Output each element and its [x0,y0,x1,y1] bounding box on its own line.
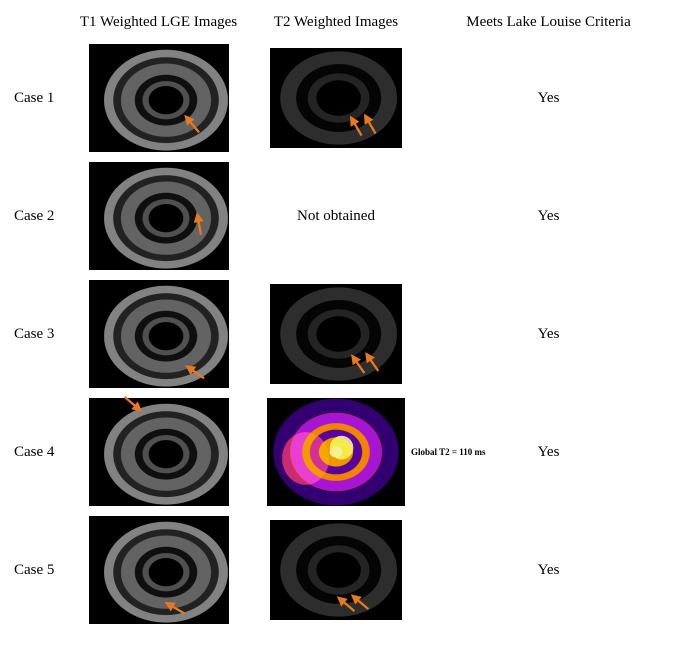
t1-cell [76,157,241,275]
criteria-value: Yes [538,562,560,579]
criteria-value: Yes [538,90,560,107]
t1-cell [76,393,241,511]
criteria-cell: Yes [431,393,666,511]
column-header-t2: T2 Weighted Images [241,14,431,39]
criteria-cell: Yes [431,39,666,157]
criteria-value: Yes [538,208,560,225]
figure-grid: T1 Weighted LGE Images T2 Weighted Image… [14,14,671,629]
t2-image [270,284,402,384]
mri-render [270,520,402,620]
t1-image [89,280,229,388]
t1-cell [76,511,241,629]
row-label: Case 1 [14,90,54,107]
t1-cell [76,39,241,157]
mri-render [270,48,402,148]
t2-not-obtained: Not obtained [297,208,375,225]
t1-image [89,516,229,624]
t1-image [89,162,229,270]
criteria-cell: Yes [431,157,666,275]
row-label: Case 5 [14,562,54,579]
mri-render [270,284,402,384]
t2-cell [241,39,431,157]
t1-image [89,44,229,152]
criteria-cell: Yes [431,275,666,393]
criteria-value: Yes [538,444,560,461]
t1-cell [76,275,241,393]
mri-render-colormap [267,398,405,506]
row-label: Case 4 [14,444,54,461]
t1-image [89,398,229,506]
criteria-value: Yes [538,326,560,343]
mri-render [89,162,229,270]
t2-cell [241,511,431,629]
t2-image [270,48,402,148]
row-label: Case 2 [14,208,54,225]
column-header-t1: T1 Weighted LGE Images [76,14,241,39]
t2-cell: Not obtained [241,157,431,275]
t2-cell: Global T2 = 110 ms [241,393,431,511]
row-label: Case 3 [14,326,54,343]
mri-render [89,44,229,152]
t2-cell [241,275,431,393]
mri-render [89,398,229,506]
t2-image-colormap [267,398,405,506]
column-header-criteria: Meets Lake Louise Criteria [431,14,666,39]
t2-image [270,520,402,620]
mri-render [89,280,229,388]
criteria-cell: Yes [431,511,666,629]
mri-render [89,516,229,624]
